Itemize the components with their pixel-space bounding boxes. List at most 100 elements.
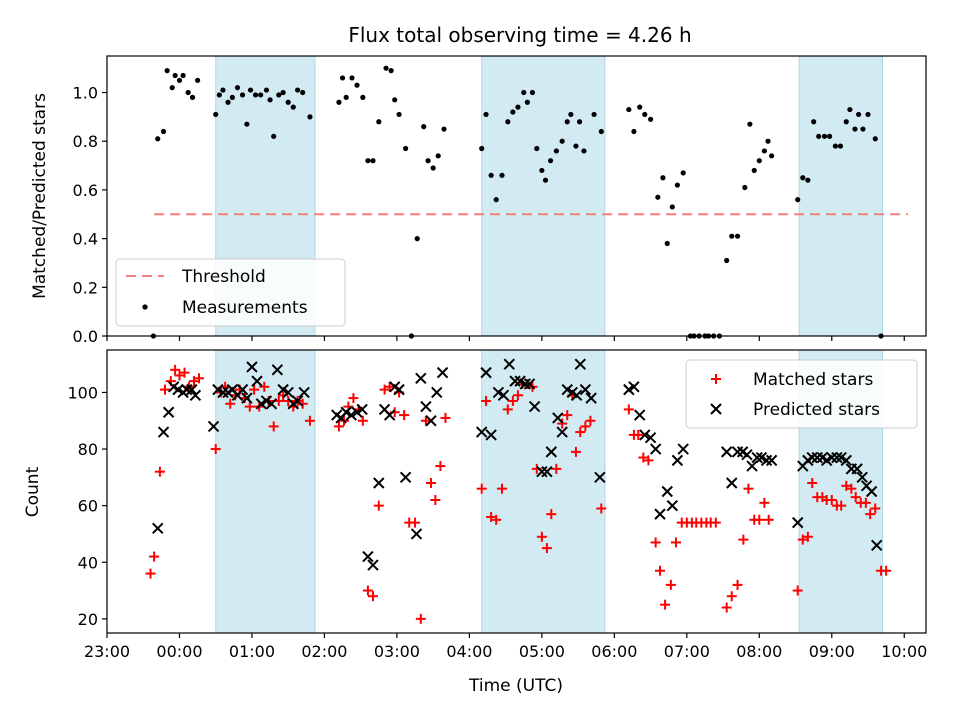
measurement-point [669,204,675,210]
cross-stroke [671,454,684,467]
measurement-point [591,111,597,118]
cross-stroke [556,426,568,438]
matched-star-point [145,568,156,579]
measurement-point [827,133,833,139]
measurement-point [865,111,871,118]
cross-stroke [574,358,586,370]
predicted-star-point [251,375,263,387]
cross-stroke [378,403,391,416]
predicted-star-point [649,443,662,455]
measurement-point [300,89,306,96]
cross-stroke [492,386,505,399]
x-axis-label: Time (UTC) [468,676,563,696]
measurement-point [421,124,427,130]
measurement-point [843,119,849,125]
cross-stroke [726,477,738,489]
predicted-star-point [241,392,253,404]
cross-stroke [277,383,289,396]
matched-star-point [348,393,359,404]
cross-stroke [362,550,374,563]
predicted-star-point [574,358,586,370]
predicted-star-point [265,398,278,410]
cross-stroke [410,528,423,540]
predicted-star-point [497,389,510,401]
matched-star-point [481,395,492,406]
measurement-point [747,121,753,127]
measurement-point [680,170,686,176]
predicted-star-point [634,409,646,421]
measurement-point [674,182,681,188]
predicted-star-point [367,559,379,571]
x-tick-label: 23:00 [84,642,130,661]
cross-stroke [480,366,492,379]
predicted-star-point [207,420,220,433]
measurement-point [435,153,441,159]
measurement-point [392,97,398,103]
cross-stroke [741,449,753,461]
cross-stroke [661,485,673,498]
legend-measurements-swatch [142,304,148,310]
matched-star-point [562,410,573,421]
matched-star-point [655,565,666,576]
legend-matched-label: Matched stars [753,370,873,390]
matched-star-point [486,511,497,522]
measurement-points [150,65,884,339]
measurement-point [370,158,376,164]
predicted-star-point [373,477,385,489]
measurement-point [164,68,170,74]
count-y-ticks: 20 40 60 80 100 [67,383,107,629]
measurement-point [258,92,264,98]
measurement-point [220,87,226,93]
measurement-point [647,116,654,122]
cross-stroke [528,400,541,413]
x-tick-label: 01:00 [229,642,275,661]
predicted-star-point [415,372,427,385]
matched-star-point [850,492,861,503]
predicted-star-point [639,429,651,441]
matched-star-point [570,446,581,457]
cross-stroke [751,451,763,464]
cross-stroke [871,539,883,551]
measurement-point [734,233,741,239]
measurement-point [388,68,394,74]
count-legend-box [685,359,918,429]
measurement-point [553,148,559,154]
matched-star-point [596,503,607,514]
ratio-x-ticks [106,336,905,341]
predicted-star-point [726,477,738,489]
matched-star-point [580,421,591,432]
matched-star-point [194,373,205,384]
measurement-point [160,128,167,135]
matched-star-point [623,404,634,415]
measurement-point [225,99,231,105]
predicted-star-point [765,454,778,467]
matched-star-point [541,543,552,554]
measurement-point [479,145,485,152]
predicted-star-point [217,386,229,399]
measurement-point [742,184,748,191]
cross-stroke [152,522,164,534]
predicted-star-point [282,386,294,399]
predicted-star-point [152,522,164,534]
matched-star-point [154,466,165,477]
measurement-point [290,104,296,110]
measurement-point [285,99,291,105]
predicted-star-point [661,485,673,498]
measurement-point [872,136,878,142]
matched-star-point [710,517,721,528]
cross-stroke [436,366,449,379]
matched-star-point [507,395,518,406]
matched-star-point [440,412,451,423]
cross-stroke [383,409,396,421]
matched-star-point [244,401,255,412]
cross-stroke [298,386,310,399]
legend-matched-swatch [711,374,721,384]
observing-band [481,55,606,337]
ratio-panel: 0.0 0.2 0.4 0.6 0.8 1.0 Matched/Predicted sta… [30,55,927,346]
predicted-star-point [840,454,852,467]
matched-star-point [585,415,596,426]
matched-star-point [420,415,431,426]
matched-star-point [546,509,557,520]
measurement-point [396,111,402,118]
measurement-point [376,119,382,125]
